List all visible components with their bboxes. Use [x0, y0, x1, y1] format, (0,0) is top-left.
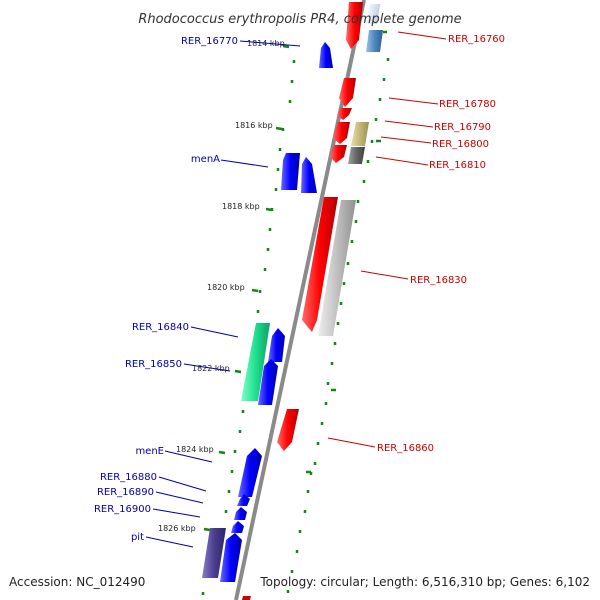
gene-rer-16780[interactable] — [339, 78, 356, 107]
accession-text: Accession: NC_012490 — [9, 575, 145, 589]
label-mene[interactable]: menE — [135, 446, 164, 457]
right-gene-labels — [327, 31, 447, 448]
label-rer-16840[interactable]: RER_16840 — [132, 322, 189, 333]
gene-mene[interactable] — [238, 448, 262, 497]
topology-text: Topology: circular; Length: 6,516,310 bp… — [259, 575, 590, 589]
scale-label: 1826 kbp — [158, 524, 196, 533]
gene-rer-16760-b[interactable] — [365, 4, 381, 24]
label-rer-16860[interactable]: RER_16860 — [377, 443, 434, 454]
gene-rer-16900[interactable] — [231, 521, 244, 533]
gene-rer-16770[interactable] — [319, 42, 333, 68]
gene-mena-b[interactable] — [301, 157, 317, 193]
label-rer-16760[interactable]: RER_16760 — [448, 34, 505, 45]
label-rer-16810[interactable]: RER_16810 — [429, 160, 486, 171]
gene-rer-16840-b[interactable] — [268, 328, 285, 362]
label-mena[interactable]: menA — [191, 154, 220, 165]
label-rer-16830[interactable]: RER_16830 — [410, 275, 467, 286]
gene-pit-b[interactable] — [202, 528, 226, 578]
gene-pit[interactable] — [220, 533, 242, 582]
gene-rer-16840-a[interactable] — [241, 323, 270, 401]
gene-rer-16850[interactable] — [258, 359, 278, 405]
inner-tick-row — [201, 60, 296, 595]
scale-label: 1820 kbp — [207, 283, 245, 292]
outer-tick-row — [286, 30, 390, 593]
gene-rer-16810-b[interactable] — [348, 147, 365, 164]
gene-rer-16830-a[interactable] — [302, 197, 338, 332]
gene-rer-16760-c[interactable] — [366, 30, 383, 52]
scale-label: 1818 kbp — [222, 202, 260, 211]
gene-rer-16860[interactable] — [277, 409, 299, 451]
gene-mena-a[interactable] — [281, 153, 300, 190]
label-rer-16880[interactable]: RER_16880 — [100, 472, 157, 483]
label-rer-16770[interactable]: RER_16770 — [181, 36, 238, 47]
scale-label: 1816 kbp — [235, 121, 273, 130]
gene-rer-16890[interactable] — [234, 507, 247, 520]
label-pit[interactable]: pit — [131, 532, 144, 543]
label-rer-16900[interactable]: RER_16900 — [94, 504, 151, 515]
gene-rer-16800[interactable] — [351, 122, 369, 146]
map-title: Rhodococcus erythropolis PR4, complete g… — [138, 12, 461, 27]
label-rer-16790[interactable]: RER_16790 — [434, 122, 491, 133]
label-rer-16890[interactable]: RER_16890 — [97, 487, 154, 498]
gene-rer-16790-b[interactable] — [333, 122, 350, 144]
gene-rer-16810-a[interactable] — [330, 145, 347, 163]
gene-rer-16790-a[interactable] — [337, 108, 352, 120]
gene-rer-16880[interactable] — [237, 494, 250, 506]
gene-rer-16760-a[interactable] — [346, 2, 363, 49]
left-gene-labels — [145, 40, 301, 548]
scale-label: 1824 kbp — [176, 445, 214, 454]
gene-edge-fragment — [242, 596, 251, 600]
label-rer-16850[interactable]: RER_16850 — [125, 359, 182, 370]
inner-major-ticks — [203, 44, 290, 532]
label-rer-16780[interactable]: RER_16780 — [439, 99, 496, 110]
label-rer-16800[interactable]: RER_16800 — [432, 139, 489, 150]
gene-rer-16830-b[interactable] — [318, 200, 356, 336]
